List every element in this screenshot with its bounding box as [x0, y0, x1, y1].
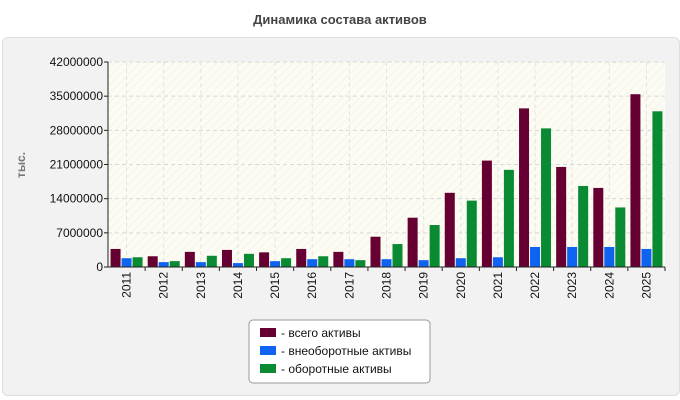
bar-2015-s0	[259, 252, 270, 267]
x-tick-label: 2011	[120, 272, 134, 298]
bar-chart: 0 7000000 14000000 21000000 28000000 35000000…	[14, 55, 666, 384]
bar-2016-s2	[318, 256, 329, 267]
bar-2018-s1	[381, 259, 392, 267]
bar-2016-s0	[296, 248, 307, 267]
y-axis-label: тыс.	[14, 152, 28, 178]
legend-label: - внеоборотные активы	[281, 344, 411, 358]
bar-2014-s0	[221, 249, 232, 267]
bar-2018-s0	[370, 236, 381, 267]
bar-2019-s0	[407, 217, 418, 267]
x-tick-label: 2024	[602, 272, 616, 299]
bar-2012-s0	[147, 256, 158, 267]
bar-2012-s1	[158, 262, 169, 267]
bar-2019-s2	[429, 225, 440, 267]
bar-2023-s1	[567, 246, 578, 267]
bar-2013-s0	[184, 251, 195, 267]
y-tick-label: 14000000	[50, 192, 104, 206]
x-tick-label: 2013	[194, 272, 208, 299]
legend-label: - оборотные активы	[281, 362, 392, 376]
bar-2014-s1	[232, 263, 243, 267]
bar-2012-s2	[169, 261, 180, 267]
x-tick-label: 2016	[305, 272, 319, 299]
x-tick-label: 2015	[268, 272, 282, 299]
x-tick-label: 2012	[157, 272, 171, 299]
y-tick-label: 42000000	[50, 55, 104, 69]
bar-2021-s2	[503, 169, 514, 267]
x-tick-label: 2025	[639, 272, 653, 299]
bar-2024-s2	[615, 207, 626, 267]
bar-2024-s0	[593, 187, 604, 267]
legend: - всего активы - внеоборотные активы - обо…	[248, 319, 431, 384]
bar-2015-s1	[270, 261, 281, 267]
x-tick-label: 2023	[565, 272, 579, 299]
x-tick-label: 2019	[417, 272, 431, 299]
legend-swatch	[260, 328, 276, 337]
bar-2022-s2	[541, 128, 552, 267]
x-tick-label: 2017	[342, 272, 356, 299]
legend-swatch	[260, 346, 276, 355]
bar-2022-s0	[519, 108, 530, 267]
bar-2018-s2	[392, 244, 403, 267]
legend-box	[248, 319, 431, 384]
x-tick-label: 2021	[491, 272, 505, 299]
bars	[110, 94, 663, 267]
x-tick-label: 2014	[231, 272, 245, 299]
legend-label: - всего активы	[281, 326, 361, 340]
y-tick-label: 28000000	[50, 123, 104, 137]
x-tick-label: 2022	[528, 272, 542, 299]
x-tick-label: 2018	[380, 272, 394, 299]
bar-2016-s1	[307, 259, 318, 267]
bar-2025-s1	[641, 248, 652, 267]
y-tick-labels: 0 7000000 14000000 21000000 28000000 35000000…	[50, 55, 108, 274]
bar-2023-s0	[556, 166, 567, 267]
bar-2021-s1	[492, 257, 503, 267]
chart-panel: 0 7000000 14000000 21000000 28000000 35000000…	[2, 37, 680, 396]
chart-title: Динамика состава активов	[253, 12, 427, 27]
bar-2021-s0	[481, 160, 492, 267]
bar-2013-s1	[195, 262, 206, 267]
x-tick-labels: 2011 2012 2013 2014 2015 2016 2017 2018 2019 2020…	[120, 267, 666, 299]
bar-2017-s0	[333, 251, 344, 267]
bar-2022-s1	[530, 246, 541, 267]
bar-2011-s2	[132, 257, 143, 267]
y-tick-label: 0	[96, 260, 103, 274]
bar-2017-s2	[355, 260, 366, 267]
bar-2023-s2	[578, 185, 589, 267]
bar-2020-s0	[444, 192, 455, 267]
bar-2020-s1	[455, 258, 466, 267]
bar-2025-s2	[652, 111, 663, 267]
y-tick-label: 7000000	[56, 226, 103, 240]
bar-2017-s1	[344, 259, 355, 267]
bar-2024-s1	[604, 246, 615, 267]
x-tick-label: 2020	[454, 272, 468, 299]
bar-2011-s0	[110, 248, 121, 267]
y-tick-label: 21000000	[50, 158, 104, 172]
bar-2020-s2	[466, 200, 477, 267]
bar-2015-s2	[281, 258, 292, 267]
bar-2019-s1	[418, 260, 429, 267]
bar-2014-s2	[243, 253, 254, 267]
grid-lines	[108, 61, 665, 267]
bar-2025-s0	[630, 94, 641, 267]
y-tick-label: 35000000	[50, 89, 104, 103]
bar-2013-s2	[206, 255, 217, 267]
bar-2011-s1	[121, 258, 132, 267]
legend-swatch	[260, 364, 276, 373]
